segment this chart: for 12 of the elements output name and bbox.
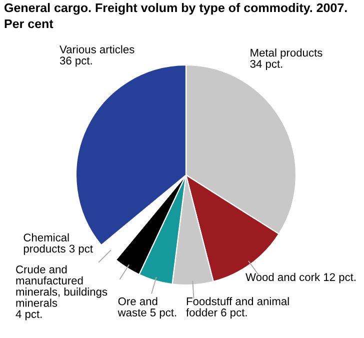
data-label: 36 pct. [60,56,92,67]
slice-label: Ore and waste 5 pct. [118,297,176,319]
slice-label: Wood and cork 12 pct. [246,272,356,284]
data-label: 34 pct. [250,60,282,70]
slice-label: Various articles [60,45,134,54]
slice-label: Metal products [250,48,322,59]
slice-label: Chemical products 3 pct [24,233,93,255]
chart-subtitle: Per cent [4,19,54,28]
slice-label: Foodstuff and animal fodder 6 pct. [186,297,289,319]
data-label: 4 pct. [16,310,42,320]
chart-title: General cargo. Freight volum by type of commodity. 2007. [4,3,347,15]
slice-label: Crude and manufactured minerals, buildings minerals [16,265,108,307]
